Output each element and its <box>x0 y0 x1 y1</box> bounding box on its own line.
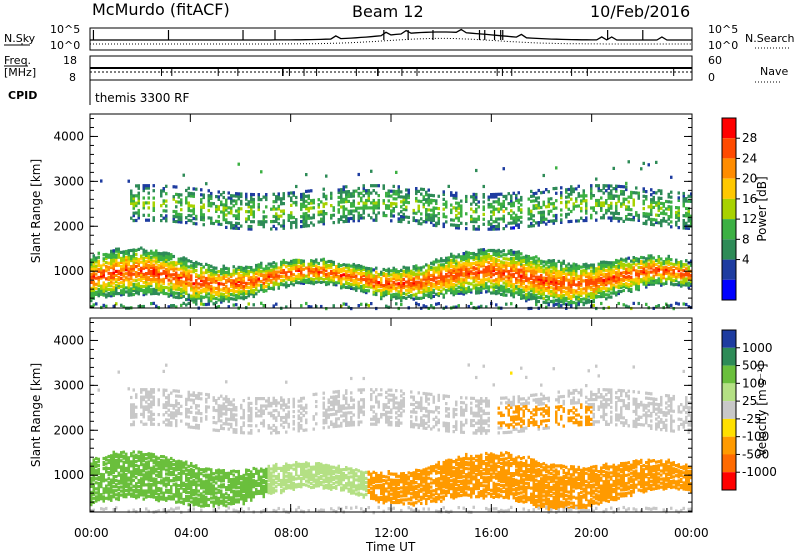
nsearch-trace <box>90 37 692 45</box>
cpid-label: CPID <box>8 89 38 102</box>
x-tick-1: 04:00 <box>174 526 209 540</box>
y-axis-label: Slant Range [km] <box>29 159 43 263</box>
velocity-heatmap <box>90 363 693 515</box>
velocity-colorbar-tick-label: 25 <box>742 394 757 408</box>
velocity-colorbar-swatch <box>722 383 736 402</box>
velocity-colorbar-tick-label: 100 <box>742 376 765 390</box>
power-colorbar-swatch <box>722 198 736 220</box>
power-colorbar-swatch <box>722 239 736 260</box>
noise-tick-left-top: 10^5 <box>50 23 81 36</box>
y-tick-label: 4000 <box>53 333 84 347</box>
nave-tick-top: 60 <box>708 54 722 67</box>
y-tick-label: 3000 <box>53 378 84 392</box>
nave-tick-bottom: 0 <box>708 71 715 84</box>
velocity-colorbar-tick-label: -500 <box>742 447 769 461</box>
y-axis-label: Slant Range [km] <box>29 363 43 467</box>
velocity-colorbar-frame <box>721 329 737 491</box>
power-colorbar-tick-label: 16 <box>742 192 757 206</box>
power-colorbar-swatch <box>722 259 736 280</box>
y-tick-label: 3000 <box>53 174 84 188</box>
velocity-colorbar-tick-label: -25 <box>742 412 762 426</box>
y-tick-label: 2000 <box>53 219 84 233</box>
power-colorbar-tick-label: 12 <box>742 212 757 226</box>
power-colorbar-label: Power [dB] <box>755 176 769 241</box>
velocity-colorbar-swatch <box>722 330 736 348</box>
velocity-colorbar-tick-label: -100 <box>742 430 769 444</box>
noise-panel-frame <box>89 27 693 51</box>
x-tick-0: 00:00 <box>74 526 109 540</box>
cpid-value: themis 3300 RF <box>95 91 190 105</box>
freq-unit-label: [MHz] <box>4 66 37 79</box>
x-tick-2: 08:00 <box>274 526 309 540</box>
power-colorbar-swatch <box>722 219 736 240</box>
freq-label: Freq. <box>4 54 32 67</box>
power-colorbar-swatch <box>722 158 736 179</box>
velocity-colorbar-swatch <box>722 418 736 437</box>
velocity-colorbar-swatch <box>722 454 736 473</box>
beam-title: Beam 12 <box>352 2 424 21</box>
y-tick-label: 1000 <box>53 468 84 482</box>
x-axis-label: Time UT <box>366 540 416 554</box>
y-tick-label: 2000 <box>53 423 84 437</box>
x-tick-4: 16:00 <box>474 526 509 540</box>
x-tick-6: 00:00 <box>674 526 709 540</box>
nsky-label: N.Sky <box>4 32 36 45</box>
x-tick-5: 20:00 <box>574 526 609 540</box>
power-colorbar-swatch <box>722 138 736 159</box>
nsky-trace <box>90 28 692 41</box>
power-colorbar-frame <box>721 117 737 301</box>
noise-tick-right-bottom: 10^0 <box>708 39 739 52</box>
freq-tick-bottom: 8 <box>69 71 76 84</box>
noise-tick-right-top: 10^5 <box>708 23 739 36</box>
power-colorbar-tick-label: 20 <box>742 172 757 186</box>
velocity-colorbar-tick-label: -1000 <box>742 465 777 479</box>
velocity-colorbar-swatch <box>722 401 736 419</box>
power-colorbar-swatch <box>722 178 736 199</box>
power-colorbar-tick-label: 4 <box>742 253 750 267</box>
power-colorbar-tick-label: 24 <box>742 151 757 165</box>
power-colorbar-tick-label: 8 <box>742 232 750 246</box>
x-tick-3: 12:00 <box>374 526 409 540</box>
power-colorbar-swatch <box>722 279 736 300</box>
velocity-colorbar-swatch <box>722 365 736 384</box>
velocity-colorbar-swatch <box>722 347 736 366</box>
nsearch-label: N.Search <box>745 32 795 45</box>
nave-label: Nave <box>760 65 789 78</box>
power-colorbar-tick-label: 28 <box>742 131 757 145</box>
velocity-colorbar-tick-label: 1000 <box>742 341 773 355</box>
velocity-colorbar-tick-label: 500 <box>742 359 765 373</box>
power-heatmap <box>90 160 693 311</box>
y-tick-label: 1000 <box>53 264 84 278</box>
y-tick-label: 4000 <box>53 129 84 143</box>
station-title: McMurdo (fitACF) <box>92 0 230 19</box>
date-title: 10/Feb/2016 <box>590 2 691 21</box>
velocity-colorbar-swatch <box>722 436 736 455</box>
noise-tick-left-bottom: 10^0 <box>50 39 81 52</box>
velocity-colorbar-swatch <box>722 472 736 490</box>
velocity-colorbar-label: Velocity [m s⁻¹] <box>755 363 769 456</box>
power-colorbar-swatch <box>722 118 736 139</box>
freq-tick-top: 18 <box>63 54 77 67</box>
